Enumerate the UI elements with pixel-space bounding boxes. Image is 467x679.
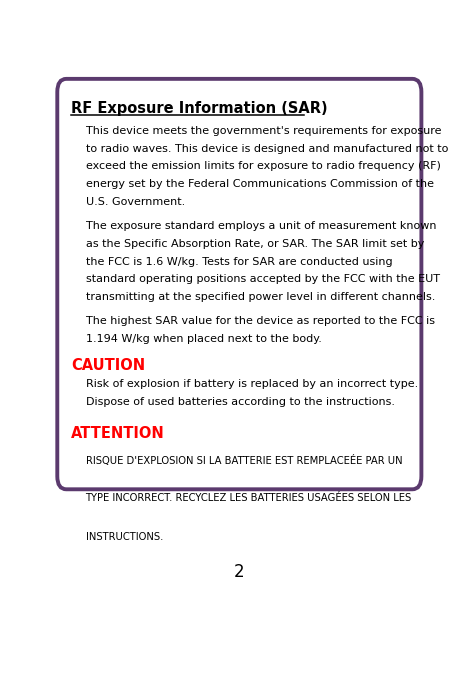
Text: The exposure standard employs a unit of measurement known: The exposure standard employs a unit of … (85, 221, 436, 231)
FancyBboxPatch shape (57, 79, 421, 490)
Text: the FCC is 1.6 W/kg. Tests for SAR are conducted using: the FCC is 1.6 W/kg. Tests for SAR are c… (85, 257, 392, 267)
Text: TYPE INCORRECT. RECYCLEZ LES BATTERIES USAGÉES SELON LES: TYPE INCORRECT. RECYCLEZ LES BATTERIES U… (85, 494, 412, 503)
Text: INSTRUCTIONS.: INSTRUCTIONS. (85, 532, 163, 542)
Text: CAUTION: CAUTION (71, 358, 145, 373)
Text: Risk of explosion if battery is replaced by an incorrect type.: Risk of explosion if battery is replaced… (85, 379, 418, 389)
Text: RISQUE D'EXPLOSION SI LA BATTERIE EST REMPLACEÉE PAR UN: RISQUE D'EXPLOSION SI LA BATTERIE EST RE… (85, 455, 402, 466)
Text: 2: 2 (234, 563, 245, 581)
Text: energy set by the Federal Communications Commission of the: energy set by the Federal Communications… (85, 179, 433, 189)
Text: 1.194 W/kg when placed next to the body.: 1.194 W/kg when placed next to the body. (85, 334, 321, 344)
Text: as the Specific Absorption Rate, or SAR. The SAR limit set by: as the Specific Absorption Rate, or SAR.… (85, 239, 424, 249)
Text: to radio waves. This device is designed and manufactured not to: to radio waves. This device is designed … (85, 144, 448, 153)
Text: Dispose of used batteries according to the instructions.: Dispose of used batteries according to t… (85, 397, 395, 407)
Text: standard operating positions accepted by the FCC with the EUT: standard operating positions accepted by… (85, 274, 439, 285)
Text: RF Exposure Information (SAR): RF Exposure Information (SAR) (71, 100, 328, 116)
Text: transmitting at the specified power level in different channels.: transmitting at the specified power leve… (85, 292, 435, 302)
Text: This device meets the government's requirements for exposure: This device meets the government's requi… (85, 126, 441, 136)
Text: ATTENTION: ATTENTION (71, 426, 165, 441)
Text: exceed the emission limits for exposure to radio frequency (RF): exceed the emission limits for exposure … (85, 162, 440, 172)
Text: U.S. Government.: U.S. Government. (85, 197, 185, 207)
Text: The highest SAR value for the device as reported to the FCC is: The highest SAR value for the device as … (85, 316, 434, 326)
